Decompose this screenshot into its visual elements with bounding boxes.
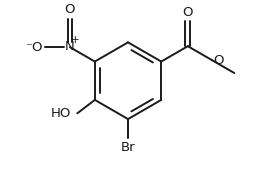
Text: O: O — [214, 54, 224, 67]
Text: N: N — [65, 40, 75, 53]
Text: Br: Br — [121, 141, 135, 154]
Text: O: O — [65, 3, 75, 17]
Text: O: O — [183, 6, 193, 19]
Text: HO: HO — [51, 107, 71, 120]
Text: +: + — [71, 35, 80, 45]
Text: ⁻O: ⁻O — [26, 41, 43, 54]
